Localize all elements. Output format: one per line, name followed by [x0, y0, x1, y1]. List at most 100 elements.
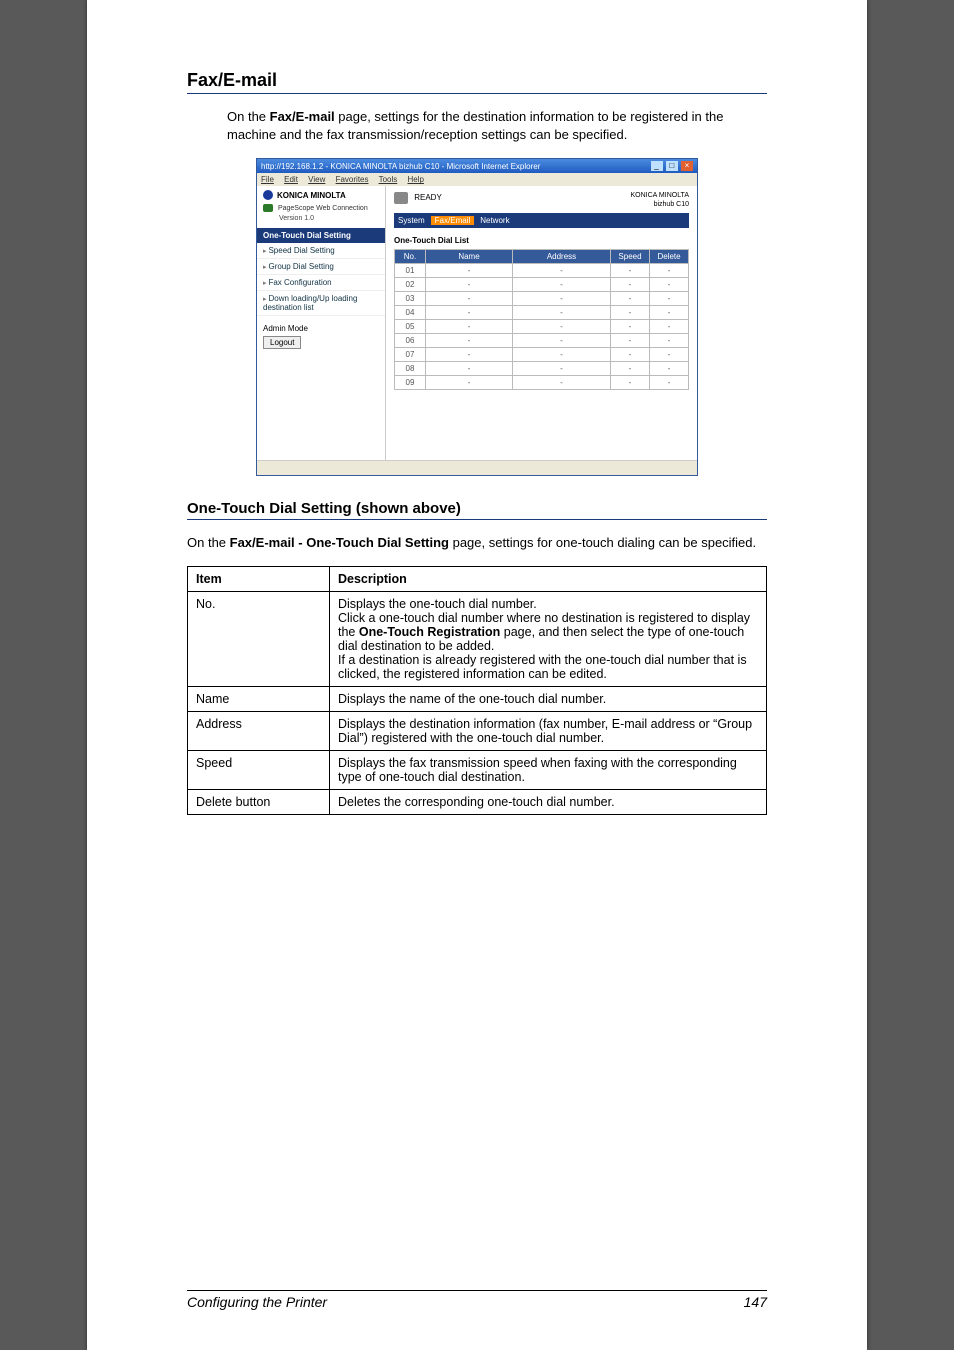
cell-delete: -: [650, 320, 689, 334]
cell-speed: -: [611, 292, 650, 306]
menu-item[interactable]: Edit: [284, 175, 298, 184]
cell-name: -: [426, 348, 513, 362]
brand-logo-icon: [263, 190, 273, 200]
col-speed: Speed: [611, 250, 650, 264]
cell-item: Speed: [188, 751, 330, 790]
cell-delete: -: [650, 264, 689, 278]
printer-icon: [394, 192, 408, 204]
sidebar-item[interactable]: Group Dial Setting: [257, 259, 385, 275]
cell-description: Displays the fax transmission speed when…: [330, 751, 767, 790]
table-row: 05----: [395, 320, 689, 334]
section-title: Fax/E-mail: [187, 70, 767, 91]
admin-mode-label: Admin Mode: [257, 316, 385, 336]
table-row: AddressDisplays the destination informat…: [188, 712, 767, 751]
cell-address: -: [513, 348, 611, 362]
menu-item[interactable]: View: [308, 175, 325, 184]
subsection-intro: On the Fax/E-mail - One-Touch Dial Setti…: [187, 534, 767, 552]
section-intro: On the Fax/E-mail page, settings for the…: [227, 108, 767, 144]
cell-address: -: [513, 278, 611, 292]
table-row: 06----: [395, 334, 689, 348]
status-row: READY KONICA MINOLTA bizhub C10: [394, 190, 689, 213]
cell-speed: -: [611, 264, 650, 278]
table-row: Delete buttonDeletes the corresponding o…: [188, 790, 767, 815]
window-menubar: File Edit View Favorites Tools Help: [257, 173, 697, 186]
menu-item[interactable]: Favorites: [336, 175, 369, 184]
text: On the: [227, 109, 270, 124]
cell-description: Deletes the corresponding one-touch dial…: [330, 790, 767, 815]
close-icon[interactable]: ×: [681, 161, 693, 171]
cell-item: Address: [188, 712, 330, 751]
table-row: 07----: [395, 348, 689, 362]
col-description: Description: [330, 567, 767, 592]
minimize-icon[interactable]: _: [651, 161, 663, 171]
window-content: KONICA MINOLTA PageScope Web Connection …: [257, 186, 697, 460]
text-bold: Fax/E-mail: [270, 109, 335, 124]
cell-no[interactable]: 06: [395, 334, 426, 348]
screenshot-wrap: http://192.168.1.2 - KONICA MINOLTA bizh…: [187, 158, 767, 476]
cell-speed: -: [611, 376, 650, 390]
subsection-title: One-Touch Dial Setting (shown above): [187, 500, 767, 517]
menu-item[interactable]: Tools: [379, 175, 398, 184]
tab-faxemail[interactable]: Fax/Email: [431, 216, 475, 225]
tab-network[interactable]: Network: [480, 216, 509, 225]
pagescope-label: PageScope Web Connection: [257, 204, 385, 215]
list-title: One-Touch Dial List: [394, 234, 689, 249]
col-name: Name: [426, 250, 513, 264]
col-delete: Delete: [650, 250, 689, 264]
brand-text: KONICA MINOLTA: [277, 191, 346, 200]
table-header-row: Item Description: [188, 567, 767, 592]
cell-address: -: [513, 292, 611, 306]
browser-window: http://192.168.1.2 - KONICA MINOLTA bizh…: [256, 158, 698, 476]
cell-no[interactable]: 01: [395, 264, 426, 278]
table-row: NameDisplays the name of the one-touch d…: [188, 687, 767, 712]
table-row: 03----: [395, 292, 689, 306]
cell-speed: -: [611, 334, 650, 348]
page-number: 147: [744, 1294, 767, 1310]
cell-delete: -: [650, 376, 689, 390]
maximize-icon[interactable]: □: [666, 161, 678, 171]
brand-row: KONICA MINOLTA: [257, 186, 385, 204]
page-footer: Configuring the Printer 147: [187, 1294, 767, 1310]
pagescope-icon: [263, 204, 273, 212]
cell-no[interactable]: 02: [395, 278, 426, 292]
cell-no[interactable]: 09: [395, 376, 426, 390]
cell-name: -: [426, 334, 513, 348]
cell-name: -: [426, 264, 513, 278]
cell-item: No.: [188, 592, 330, 687]
col-no: No.: [395, 250, 426, 264]
text: page, settings for one-touch dialing can…: [449, 535, 756, 550]
cell-no[interactable]: 05: [395, 320, 426, 334]
cell-delete: -: [650, 334, 689, 348]
cell-delete: -: [650, 292, 689, 306]
cell-address: -: [513, 334, 611, 348]
cell-speed: -: [611, 320, 650, 334]
sidebar-item[interactable]: Down loading/Up loading destination list: [257, 291, 385, 316]
cell-speed: -: [611, 348, 650, 362]
cell-address: -: [513, 376, 611, 390]
cell-no[interactable]: 04: [395, 306, 426, 320]
cell-no[interactable]: 08: [395, 362, 426, 376]
window-statusbar: [257, 460, 697, 475]
window-title: http://192.168.1.2 - KONICA MINOLTA bizh…: [261, 162, 540, 171]
cell-no[interactable]: 07: [395, 348, 426, 362]
sidebar-item[interactable]: Speed Dial Setting: [257, 243, 385, 259]
menu-item[interactable]: Help: [408, 175, 424, 184]
cell-name: -: [426, 320, 513, 334]
cell-description: Displays the destination information (fa…: [330, 712, 767, 751]
blank-area: [394, 390, 689, 450]
content-pane: READY KONICA MINOLTA bizhub C10 System F…: [386, 186, 697, 460]
cell-no[interactable]: 03: [395, 292, 426, 306]
cell-name: -: [426, 362, 513, 376]
menu-item[interactable]: File: [261, 175, 274, 184]
document-page: Fax/E-mail On the Fax/E-mail page, setti…: [87, 0, 867, 1350]
nav-header[interactable]: One-Touch Dial Setting: [257, 228, 385, 243]
cell-delete: -: [650, 348, 689, 362]
cell-delete: -: [650, 306, 689, 320]
sidebar: KONICA MINOLTA PageScope Web Connection …: [257, 186, 386, 460]
tab-system[interactable]: System: [398, 216, 425, 225]
sidebar-item[interactable]: Fax Configuration: [257, 275, 385, 291]
logout-button[interactable]: Logout: [263, 336, 301, 349]
col-item: Item: [188, 567, 330, 592]
cell-speed: -: [611, 306, 650, 320]
table-row: SpeedDisplays the fax transmission speed…: [188, 751, 767, 790]
